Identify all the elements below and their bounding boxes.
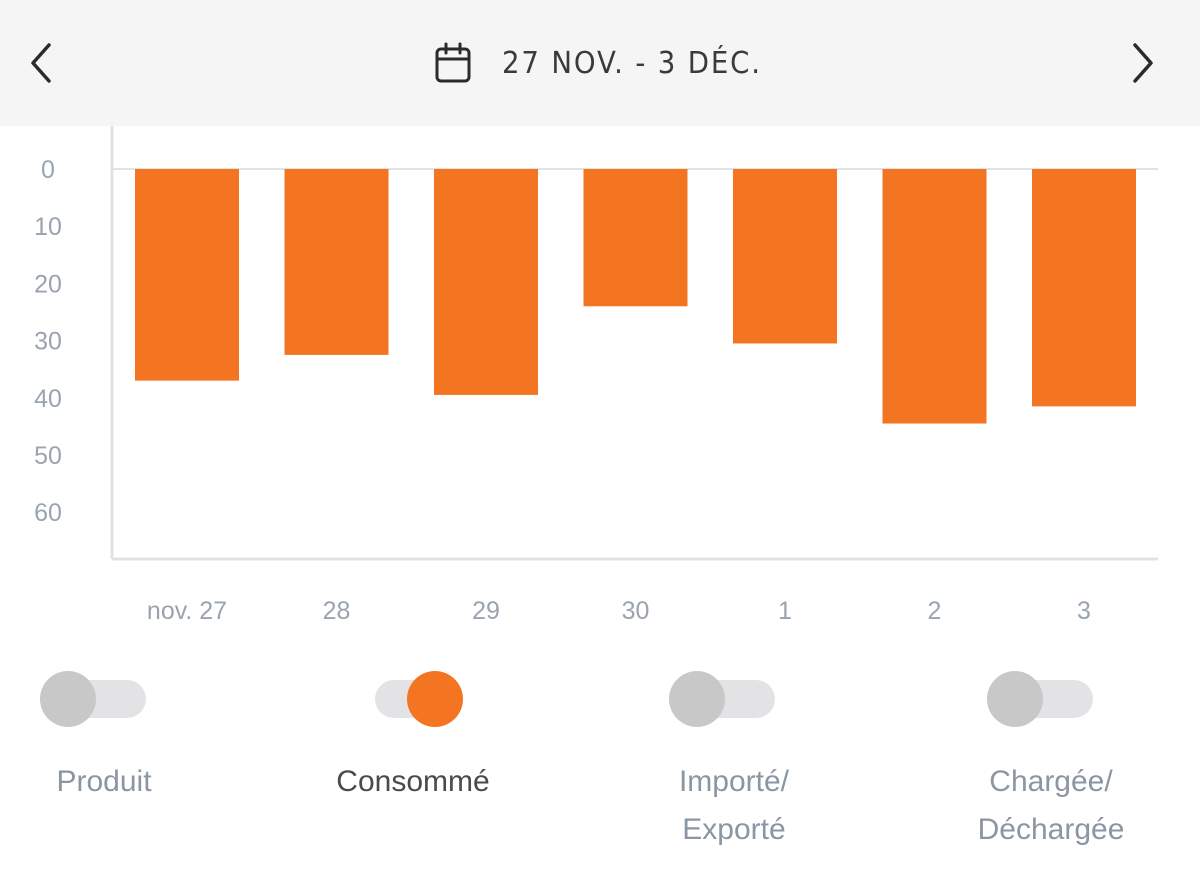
toggle-consomm[interactable] [357, 670, 487, 728]
legend-label-produit: Produit [0, 758, 224, 806]
x-tick-label: nov. 27 [147, 597, 227, 625]
y-tick-label: 20 [34, 270, 62, 298]
y-tick-label: 60 [34, 499, 62, 527]
bar-chart-svg: 0 10 20 30 40 50 60 nov. 27 28 29 30 1 2 3 [34, 126, 1158, 625]
bar-30[interactable] [583, 169, 688, 307]
toggle-import[interactable] [669, 670, 799, 728]
calendar-icon [435, 42, 471, 83]
bar-1[interactable] [733, 169, 837, 344]
legend-label-consomm: Consommé [293, 758, 533, 806]
toggle-thumb [987, 671, 1043, 727]
y-tick-label: 50 [34, 442, 62, 470]
legend-label-line: Exporté [682, 813, 786, 846]
y-tick-label: 30 [34, 328, 62, 356]
x-tick-label: 29 [472, 597, 500, 625]
y-tick-label: 0 [41, 156, 55, 184]
legend-label-line: Chargée/ [989, 765, 1113, 798]
bar-2[interactable] [882, 169, 987, 424]
chevron-right-icon [1133, 43, 1153, 83]
consumption-chart: 0 10 20 30 40 50 60 nov. 27 28 29 30 1 2 3 [0, 126, 1200, 646]
toggle-charge[interactable] [987, 670, 1117, 728]
bar-29[interactable] [434, 169, 538, 395]
legend-label-import: Importé/Exporté [614, 758, 854, 854]
x-tick-label: 1 [778, 597, 792, 625]
legend-label-line: Déchargée [977, 813, 1125, 846]
chevron-left-icon [31, 43, 51, 83]
bar-28[interactable] [284, 169, 389, 355]
previous-week-button[interactable] [12, 33, 72, 93]
toggle-produit[interactable] [40, 670, 170, 728]
bar-3[interactable] [1032, 169, 1136, 407]
bar-nov-27[interactable] [135, 169, 239, 381]
x-tick-label: 30 [622, 597, 650, 625]
legend-label-charge: Chargée/Déchargée [931, 758, 1171, 854]
header-bar: 27 NOV. - 3 DÉC. [0, 0, 1200, 126]
legend-label-line: Importé/ [678, 765, 790, 798]
legend-label-line: Consommé [336, 765, 490, 798]
date-range-label: 27 NOV. - 3 DÉC. [502, 45, 762, 81]
legend-label-line: Produit [56, 765, 152, 798]
date-range-selector[interactable]: 27 NOV. - 3 DÉC. [434, 40, 785, 86]
x-tick-label: 3 [1077, 597, 1091, 625]
x-tick-label: 2 [928, 597, 942, 625]
toggle-thumb [669, 671, 725, 727]
y-tick-label: 10 [34, 213, 62, 241]
toggle-thumb [407, 671, 463, 727]
y-tick-label: 40 [34, 385, 62, 413]
x-tick-label: 28 [323, 597, 351, 625]
toggle-thumb [40, 671, 96, 727]
next-week-button[interactable] [1112, 33, 1172, 93]
